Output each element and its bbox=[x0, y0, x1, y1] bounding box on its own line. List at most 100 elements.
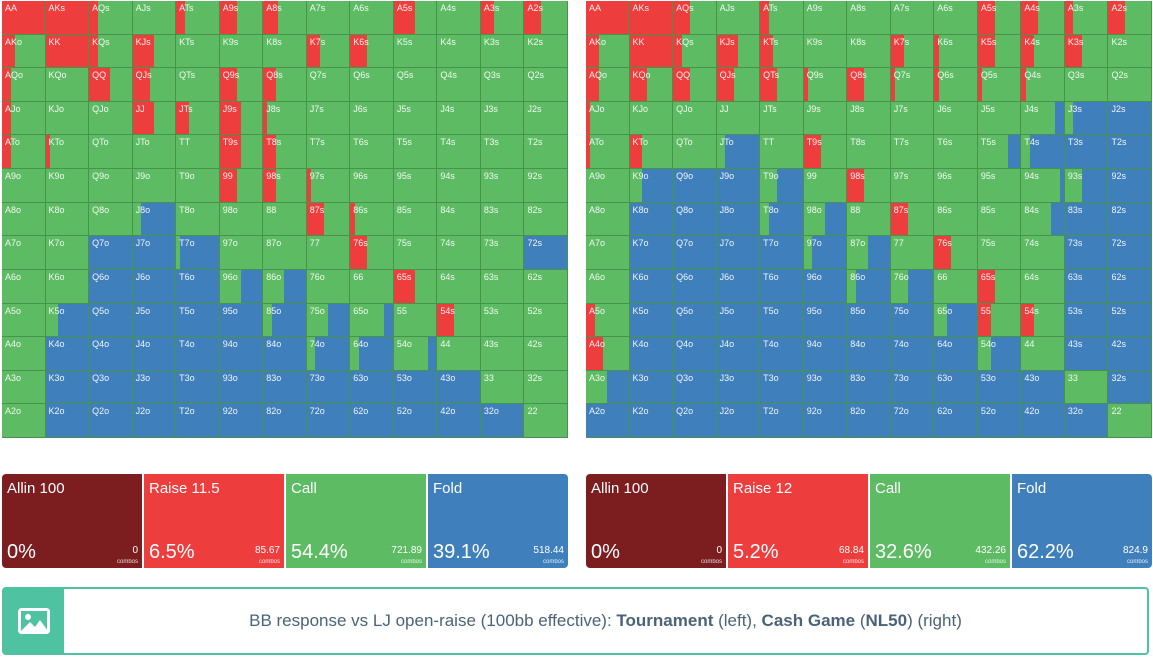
hand-cell[interactable]: AQs bbox=[89, 1, 133, 35]
hand-cell[interactable]: J5s bbox=[977, 101, 1022, 136]
hand-cell[interactable]: 53o bbox=[977, 370, 1022, 405]
hand-cell[interactable]: K2o bbox=[629, 404, 674, 438]
hand-cell[interactable]: 33 bbox=[1064, 370, 1109, 405]
hand-cell[interactable]: AA bbox=[2, 1, 46, 35]
hand-cell[interactable]: QTo bbox=[89, 135, 133, 170]
hand-cell[interactable]: 54o bbox=[393, 337, 438, 371]
hand-cell[interactable]: 82o bbox=[263, 404, 307, 438]
hand-cell[interactable]: A9s bbox=[219, 1, 264, 35]
hand-cell[interactable]: K6o bbox=[629, 269, 674, 304]
hand-cell[interactable]: 92s bbox=[1108, 169, 1152, 203]
hand-cell[interactable]: 98o bbox=[219, 202, 264, 237]
hand-cell[interactable]: Q9s bbox=[219, 68, 264, 102]
hand-cell[interactable]: 96o bbox=[803, 269, 848, 304]
hand-cell[interactable]: J9s bbox=[219, 101, 264, 136]
hand-cell[interactable]: 52o bbox=[977, 404, 1022, 438]
hand-cell[interactable]: A8s bbox=[847, 1, 891, 35]
hand-cell[interactable]: 65s bbox=[393, 269, 438, 304]
hand-cell[interactable]: T9o bbox=[176, 169, 220, 203]
hand-cell[interactable]: J7s bbox=[890, 101, 935, 136]
hand-cell[interactable]: T2s bbox=[1108, 135, 1152, 170]
hand-cell[interactable]: J7o bbox=[132, 236, 177, 270]
hand-cell[interactable]: T5s bbox=[977, 135, 1022, 170]
hand-cell[interactable]: 82s bbox=[1108, 202, 1152, 237]
hand-cell[interactable]: 53o bbox=[393, 370, 438, 405]
hand-cell[interactable]: Q3s bbox=[1064, 68, 1109, 102]
hand-cell[interactable]: Q5o bbox=[673, 303, 717, 338]
hand-cell[interactable]: T9o bbox=[760, 169, 804, 203]
hand-cell[interactable]: 85o bbox=[847, 303, 891, 338]
hand-cell[interactable]: Q8s bbox=[847, 68, 891, 102]
hand-cell[interactable]: T9s bbox=[219, 135, 264, 170]
hand-cell[interactable]: JTs bbox=[760, 101, 804, 136]
hand-cell[interactable]: K2s bbox=[524, 34, 568, 69]
hand-cell[interactable]: 95o bbox=[803, 303, 848, 338]
hand-cell[interactable]: AKs bbox=[629, 1, 674, 35]
hand-cell[interactable]: QTs bbox=[176, 68, 220, 102]
hand-cell[interactable]: 74o bbox=[306, 337, 351, 371]
hand-cell[interactable]: 95o bbox=[219, 303, 264, 338]
hand-cell[interactable]: Q4o bbox=[89, 337, 133, 371]
hand-cell[interactable]: J6o bbox=[132, 269, 177, 304]
hand-cell[interactable]: T6o bbox=[176, 269, 220, 304]
hand-cell[interactable]: 95s bbox=[393, 169, 438, 203]
hand-cell[interactable]: Q2s bbox=[524, 68, 568, 102]
hand-cell[interactable]: J2o bbox=[132, 404, 177, 438]
hand-cell[interactable]: 83s bbox=[1064, 202, 1109, 237]
hand-cell[interactable]: T8s bbox=[847, 135, 891, 170]
hand-cell[interactable]: 88 bbox=[847, 202, 891, 237]
hand-cell[interactable]: K3o bbox=[45, 370, 90, 405]
hand-cell[interactable]: T8o bbox=[760, 202, 804, 237]
hand-cell[interactable]: 42o bbox=[437, 404, 481, 438]
hand-cell[interactable]: 84o bbox=[263, 337, 307, 371]
hand-cell[interactable]: Q8s bbox=[263, 68, 307, 102]
hand-cell[interactable]: 97o bbox=[803, 236, 848, 270]
hand-cell[interactable]: A7o bbox=[586, 236, 630, 270]
hand-cell[interactable]: 85s bbox=[977, 202, 1022, 237]
hand-cell[interactable]: 92o bbox=[219, 404, 264, 438]
hand-cell[interactable]: A9o bbox=[586, 169, 630, 203]
hand-cell[interactable]: 93s bbox=[480, 169, 525, 203]
hand-cell[interactable]: T4o bbox=[760, 337, 804, 371]
hand-cell[interactable]: QJo bbox=[89, 101, 133, 136]
hand-cell[interactable]: 93o bbox=[803, 370, 848, 405]
hand-cell[interactable]: A8o bbox=[2, 202, 46, 237]
hand-cell[interactable]: JJ bbox=[716, 101, 761, 136]
hand-cell[interactable]: 62s bbox=[524, 269, 568, 304]
hand-cell[interactable]: A5o bbox=[586, 303, 630, 338]
hand-cell[interactable]: 98o bbox=[803, 202, 848, 237]
hand-cell[interactable]: 94o bbox=[803, 337, 848, 371]
hand-cell[interactable]: A9o bbox=[2, 169, 46, 203]
hand-cell[interactable]: 42o bbox=[1021, 404, 1065, 438]
hand-cell[interactable]: T8o bbox=[176, 202, 220, 237]
hand-cell[interactable]: K8o bbox=[629, 202, 674, 237]
hand-cell[interactable]: A6o bbox=[586, 269, 630, 304]
hand-cell[interactable]: A3o bbox=[586, 370, 630, 405]
hand-cell[interactable]: 43o bbox=[437, 370, 481, 405]
hand-cell[interactable]: K4s bbox=[437, 34, 481, 69]
hand-cell[interactable]: 33 bbox=[480, 370, 525, 405]
hand-cell[interactable]: T4s bbox=[437, 135, 481, 170]
hand-cell[interactable]: KK bbox=[629, 34, 674, 69]
hand-cell[interactable]: 52s bbox=[1108, 303, 1152, 338]
hand-cell[interactable]: Q8o bbox=[89, 202, 133, 237]
hand-cell[interactable]: J7s bbox=[306, 101, 351, 136]
hand-cell[interactable]: QTs bbox=[760, 68, 804, 102]
hand-cell[interactable]: A4s bbox=[437, 1, 481, 35]
hand-cell[interactable]: 85s bbox=[393, 202, 438, 237]
hand-cell[interactable]: T3o bbox=[176, 370, 220, 405]
hand-cell[interactable]: 84o bbox=[847, 337, 891, 371]
hand-cell[interactable]: KQo bbox=[629, 68, 674, 102]
hand-cell[interactable]: 32s bbox=[1108, 370, 1152, 405]
hand-cell[interactable]: 43s bbox=[1064, 337, 1109, 371]
hand-cell[interactable]: Q2s bbox=[1108, 68, 1152, 102]
hand-cell[interactable]: K4s bbox=[1021, 34, 1065, 69]
hand-cell[interactable]: 82s bbox=[524, 202, 568, 237]
hand-cell[interactable]: 32s bbox=[524, 370, 568, 405]
hand-cell[interactable]: K8o bbox=[45, 202, 90, 237]
hand-cell[interactable]: Q3s bbox=[480, 68, 525, 102]
hand-cell[interactable]: T2o bbox=[176, 404, 220, 438]
hand-cell[interactable]: AJo bbox=[586, 101, 630, 136]
hand-cell[interactable]: A8s bbox=[263, 1, 307, 35]
hand-cell[interactable]: K4o bbox=[629, 337, 674, 371]
